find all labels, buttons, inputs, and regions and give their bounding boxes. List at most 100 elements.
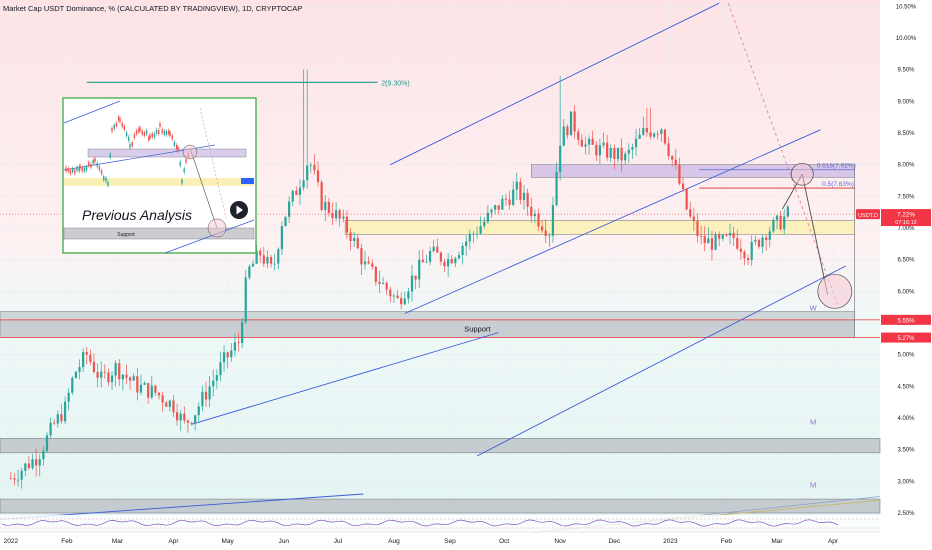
candle-body (338, 210, 341, 219)
channel-lower (404, 129, 821, 314)
inset-candle-body (153, 133, 156, 138)
inset-candle-body (117, 116, 120, 121)
candle-body (642, 127, 645, 135)
price-tick-label: 6.00% (897, 289, 915, 295)
price-axis[interactable]: 10.50% 10.00% 9.50% 9.00% 8.50% 8.00% 7.50% 7.0… (881, 4, 931, 517)
candle-body (743, 251, 746, 259)
candle-body (381, 282, 385, 284)
inset-candle-body (109, 153, 111, 158)
candle-body (71, 377, 74, 393)
candle-body (110, 375, 114, 383)
candle-body (410, 275, 414, 292)
candle-body (327, 201, 330, 213)
candle-body (212, 380, 215, 387)
candle-body (385, 282, 388, 290)
candle-body (230, 350, 233, 358)
trendline-lower-2023 (476, 265, 846, 457)
time-tick-label: Oct (499, 538, 509, 545)
candle-body (508, 199, 511, 205)
drawings-layer: 2(9.30%) 0.618(7.92%) 0.5(7.63%) W M M (0, 2, 881, 533)
candle-body (638, 134, 641, 139)
candle-body (501, 198, 504, 210)
lower-zone-2 (0, 498, 881, 514)
candle-body (591, 138, 594, 145)
inset-candle-body (133, 134, 136, 139)
candle-body (428, 251, 432, 262)
candle-body (598, 145, 602, 156)
candle-body (201, 391, 204, 407)
candle-body (78, 367, 81, 372)
inset-candle-body (103, 176, 105, 181)
candle-body (551, 205, 555, 236)
inset-candle-body (69, 169, 72, 174)
time-tick-label: Jun (278, 538, 289, 545)
candle-body (786, 206, 789, 217)
candle-body (602, 142, 605, 146)
inset-candle-body (79, 164, 81, 169)
candle-body (367, 261, 370, 264)
fib-label-0618: 0.618(7.92%) (817, 163, 856, 170)
inset-candle-body (155, 129, 158, 134)
upper-grey-zone (0, 311, 855, 321)
candle-body (9, 478, 12, 479)
inset-candle-body (100, 170, 103, 175)
candle-body (577, 131, 580, 140)
inset-candle-body (168, 130, 170, 135)
candle-body (24, 463, 27, 471)
candle-body (114, 363, 117, 376)
candle-body (74, 371, 77, 378)
candle-body (725, 234, 728, 236)
candle-body (302, 180, 305, 188)
inset-candle-body (165, 131, 168, 136)
candle-body (689, 209, 692, 217)
price-tick-label: 4.00% (897, 416, 915, 422)
candle-body (461, 246, 464, 256)
candle-body (280, 226, 283, 250)
candle-body (631, 147, 634, 150)
inset-candle-body (90, 163, 92, 168)
inset-candle-body (113, 124, 115, 129)
candle-body (707, 238, 710, 244)
candle-body (291, 190, 294, 202)
candle-body (750, 241, 753, 261)
time-axis[interactable]: 2022 Feb Mar Apr May Jun Jul Aug Sep Oct Nov Dec 202… (0, 531, 880, 545)
candle-body (396, 295, 399, 298)
trendline-support-2022 (191, 332, 499, 425)
symbol-tag-text: USDT.D (858, 213, 878, 219)
price-tick-label: 8.50% (897, 131, 915, 137)
time-tick-label: Aug (388, 538, 400, 545)
candle-body (208, 386, 211, 400)
inset-candle-body (119, 118, 121, 123)
candle-body (526, 192, 529, 207)
inset-trendline (164, 219, 255, 254)
candle-body (63, 401, 67, 422)
candles-layer (9, 69, 789, 489)
candle-body (186, 420, 190, 423)
time-tick-label: Mar (771, 538, 783, 545)
candle-body (157, 392, 161, 396)
inset-candle-body (131, 142, 133, 147)
candle-body (696, 221, 699, 237)
inset-candle-body (183, 168, 185, 173)
level-tag-text: 5.27% (897, 336, 915, 342)
inset-candle-body (161, 129, 163, 134)
price-tick-label: 2.50% (897, 511, 915, 517)
inset-candle-body (145, 130, 148, 135)
play-button[interactable] (230, 201, 248, 219)
candle-body (783, 216, 786, 230)
candle-body (241, 322, 244, 343)
candle-body (616, 147, 620, 159)
candle-body (233, 342, 237, 351)
candle-body (573, 111, 576, 132)
candle-body (298, 187, 302, 195)
candle-body (306, 165, 309, 181)
candle-body (42, 450, 45, 460)
candle-body (580, 139, 583, 147)
candle-body (85, 352, 88, 355)
inset-candle-body (88, 161, 90, 166)
candle-body (125, 374, 128, 378)
target-label: 2(9.30%) (381, 80, 409, 87)
inset-support-zone (63, 227, 255, 240)
current-price-tag (881, 209, 931, 227)
